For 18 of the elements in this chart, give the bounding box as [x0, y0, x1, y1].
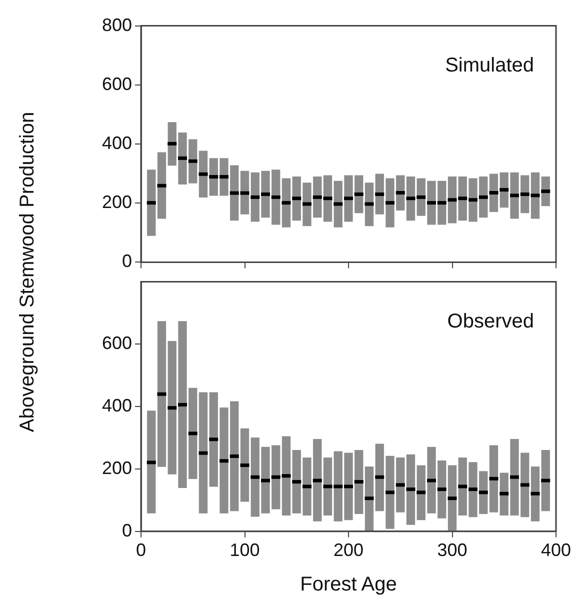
y-tick-label: 800 [102, 14, 132, 35]
y-tick-label: 200 [102, 458, 132, 478]
x-tick-label: 0 [136, 540, 146, 560]
y-tick-label: 400 [102, 132, 132, 153]
text: Observed [447, 310, 534, 332]
y-tick-label: 600 [102, 333, 132, 354]
x-tick-label: 400 [540, 540, 572, 560]
y-tick-label: 0 [122, 520, 132, 540]
x-tick-label: 200 [333, 540, 364, 560]
y-tick-label: 0 [122, 251, 132, 272]
y-tick-label: 600 [102, 74, 132, 94]
y-tick-label: 200 [102, 192, 132, 212]
x-tick-label: 100 [230, 540, 260, 560]
y-tick-label: 400 [102, 396, 132, 416]
x-axis-title: Forest Age [300, 574, 397, 596]
x-tick-label: 300 [437, 540, 468, 560]
y-axis-title: Aboveground Stemwood Production [16, 112, 40, 432]
text: Simulated [445, 54, 534, 76]
